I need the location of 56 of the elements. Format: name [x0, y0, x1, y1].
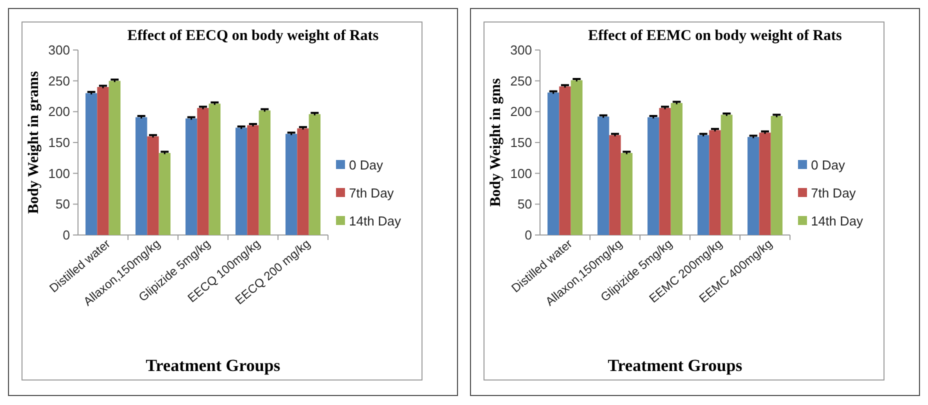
chart-title: Effect of EECQ on body weight of Rats: [127, 28, 379, 44]
y-tick-label: 250: [510, 73, 532, 88]
bar: [308, 114, 320, 235]
bar: [670, 103, 682, 235]
y-tick-label: 100: [510, 166, 532, 181]
x-axis-title: Treatment Groups: [146, 356, 281, 375]
y-tick-label: 50: [518, 196, 532, 212]
bar: [197, 108, 209, 235]
legend-label: 14th Day: [349, 214, 402, 229]
y-tick-label: 150: [510, 135, 532, 150]
legend-label: 7th Day: [349, 186, 394, 201]
y-tick-label: 0: [524, 228, 532, 243]
bar: [208, 104, 220, 235]
bar: [570, 80, 582, 235]
bar: [286, 134, 298, 235]
legend-label: 0 Day: [811, 158, 846, 173]
bar: [108, 80, 120, 235]
y-tick-label: 150: [48, 135, 70, 150]
bar: [186, 118, 198, 235]
y-tick-label: 100: [48, 166, 70, 181]
y-tick-label: 250: [48, 73, 70, 88]
bar: [297, 128, 309, 235]
y-tick-label: 200: [48, 104, 70, 120]
bar: [698, 135, 710, 235]
bar: [620, 152, 632, 235]
legend-label: 7th Day: [811, 186, 856, 201]
bar: [720, 114, 732, 235]
y-tick-label: 300: [48, 42, 70, 58]
bar: [158, 152, 170, 235]
bar: [659, 108, 671, 235]
bar: [97, 87, 109, 235]
y-axis-title: Body Weight in gms: [488, 78, 504, 207]
bar: [648, 117, 660, 235]
bar: [147, 136, 159, 235]
bar: [559, 86, 571, 235]
bar: [748, 136, 760, 235]
legend-label: 0 Day: [349, 158, 384, 173]
y-tick-label: 50: [56, 196, 70, 212]
chart-title: Effect of EEMC on body weight of Rats: [588, 28, 842, 44]
bar: [548, 92, 560, 235]
x-axis-title: Treatment Groups: [608, 356, 743, 375]
bar: [709, 130, 721, 235]
y-tick-label: 300: [510, 42, 532, 58]
bar: [609, 135, 621, 235]
bar: [759, 132, 771, 235]
legend-label: 14th Day: [811, 214, 864, 229]
y-tick-label: 200: [510, 104, 532, 120]
y-axis-title: Body Weight in grams: [26, 71, 42, 214]
bar: [770, 116, 782, 235]
bar: [236, 128, 248, 235]
bar: [258, 110, 270, 235]
bar: [86, 93, 98, 235]
y-tick-label: 0: [62, 228, 70, 243]
bar: [136, 117, 148, 235]
bar: [247, 125, 259, 235]
bar: [598, 116, 610, 235]
